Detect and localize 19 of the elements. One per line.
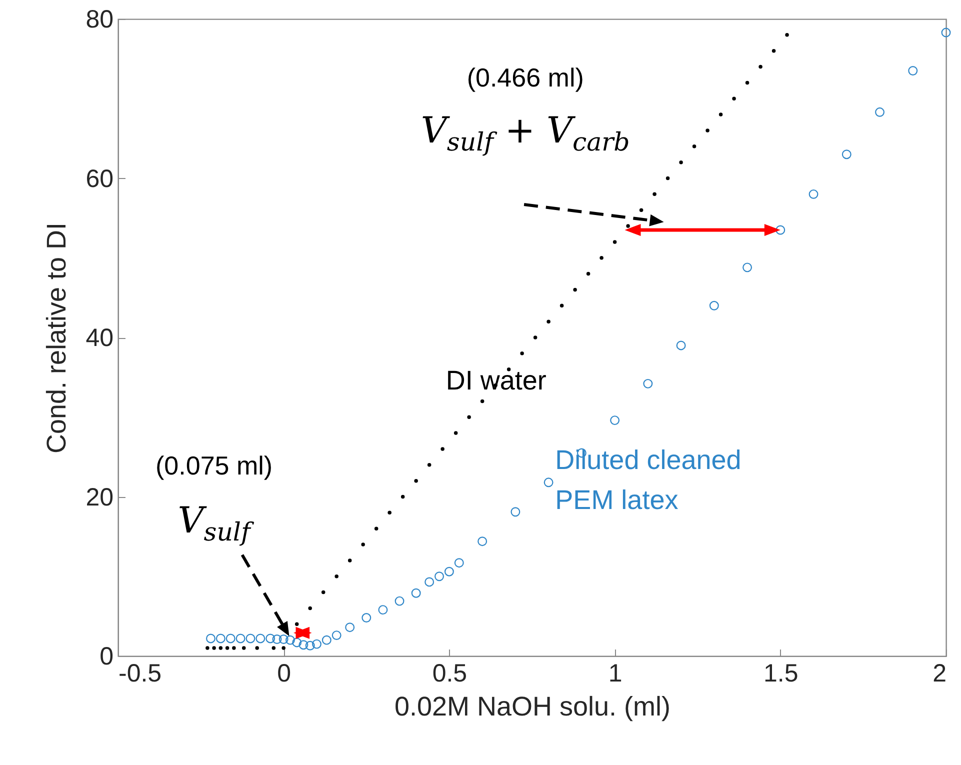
x-tick-label: 1.5 bbox=[764, 660, 798, 688]
y-tick-label: 0 bbox=[100, 642, 114, 670]
y-tick-label: 20 bbox=[86, 483, 114, 512]
x-tick-label: 2 bbox=[932, 660, 946, 688]
annotation: V$_{sulf}$ + V$_{carb}$ bbox=[420, 110, 630, 156]
x-tick-label: 0 bbox=[277, 660, 292, 688]
x-tick-label: 1 bbox=[608, 660, 622, 688]
x-tick-label: 0.5 bbox=[432, 660, 468, 688]
annotation: V$_{sulf}$ bbox=[178, 500, 255, 546]
series-label: Diluted cleaned PEM latex bbox=[555, 444, 742, 515]
series-label: DI water bbox=[446, 365, 546, 396]
y-axis-title: Cond. relative to DI bbox=[42, 222, 72, 454]
y-tick-label: 40 bbox=[86, 324, 114, 352]
x-axis-title: 0.02M NaOH solu. (ml) bbox=[394, 692, 671, 722]
annotation: (0.466 ml) bbox=[466, 62, 584, 93]
y-tick-label: 80 bbox=[86, 6, 114, 34]
y-tick-label: 60 bbox=[86, 164, 114, 193]
annotation: (0.075 ml) bbox=[156, 450, 273, 480]
x-tick-label: -0.5 bbox=[118, 660, 162, 688]
